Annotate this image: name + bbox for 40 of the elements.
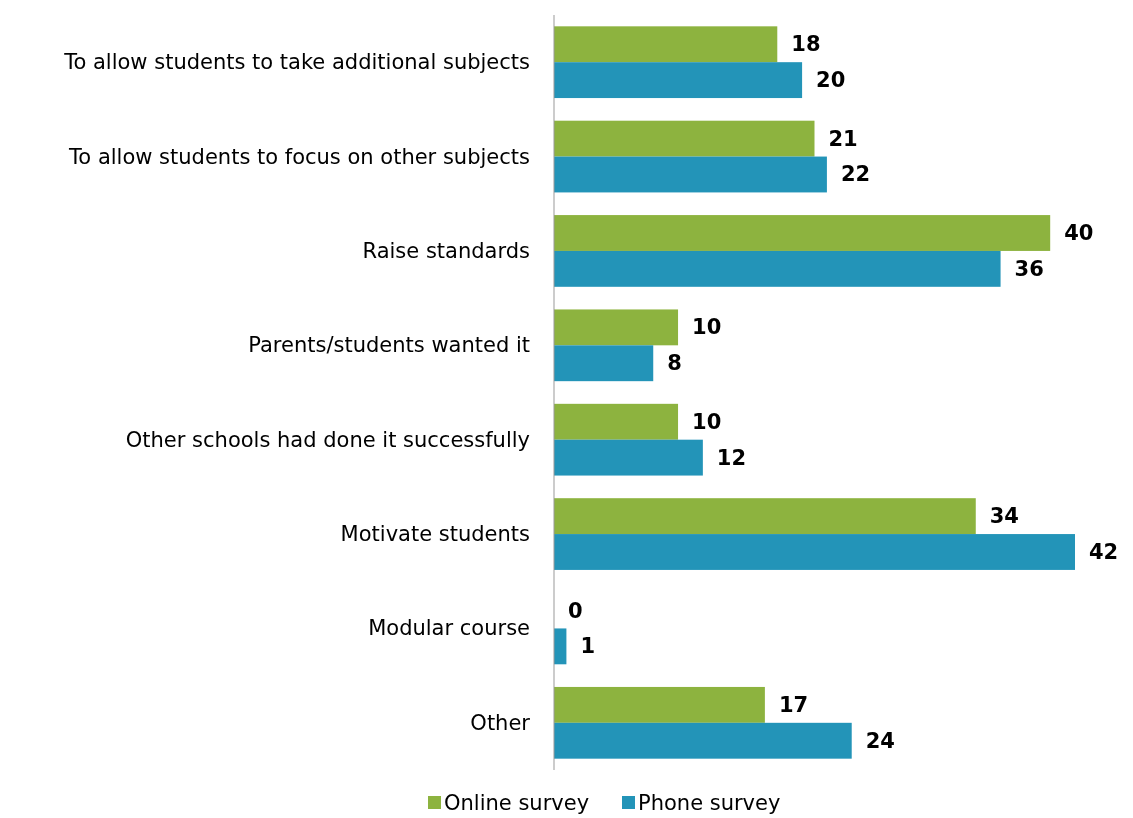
- bar: [554, 309, 679, 346]
- data-label: 17: [778, 692, 809, 717]
- data-label: 1: [580, 634, 596, 659]
- bar: [554, 345, 654, 382]
- bar: [554, 439, 703, 476]
- data-label: 18: [791, 32, 821, 57]
- data-label: 21: [828, 126, 858, 151]
- y-tick-label: Modular course: [368, 616, 530, 641]
- bar: [554, 498, 976, 535]
- bar: [554, 403, 679, 440]
- bar: [554, 156, 827, 193]
- y-tick-label: To allow students to take additional subjects: [63, 50, 530, 75]
- bar: [554, 120, 815, 157]
- data-label: 10: [692, 409, 722, 434]
- data-label: 12: [716, 445, 747, 470]
- data-label: 0: [568, 598, 583, 623]
- legend-label: Phone survey: [638, 791, 781, 815]
- y-tick-label: Raise standards: [362, 238, 530, 263]
- bar: [554, 686, 765, 723]
- data-label: 10: [692, 315, 722, 340]
- bar: [554, 534, 1075, 570]
- legend-label: Online survey: [444, 791, 590, 815]
- data-label: 22: [840, 162, 871, 187]
- data-label: 36: [1014, 256, 1044, 281]
- data-label: 42: [1089, 539, 1119, 564]
- bar: [554, 722, 852, 759]
- bar: [554, 215, 1051, 251]
- y-tick-label: Other: [470, 710, 531, 735]
- data-label: 40: [1064, 221, 1094, 246]
- y-tick-label: Motivate students: [340, 522, 530, 547]
- data-label: 34: [989, 504, 1019, 529]
- bar: [554, 62, 803, 99]
- y-tick-label: Other schools had done it successfully: [125, 427, 530, 452]
- y-tick-label: Parents/students wanted it: [248, 333, 530, 358]
- data-label: 8: [667, 351, 682, 376]
- data-label: 24: [865, 728, 895, 753]
- bar: [554, 26, 778, 63]
- data-label: 20: [816, 68, 846, 93]
- bar: [554, 250, 1001, 287]
- y-tick-label: To allow students to focus on other subjects: [68, 144, 530, 169]
